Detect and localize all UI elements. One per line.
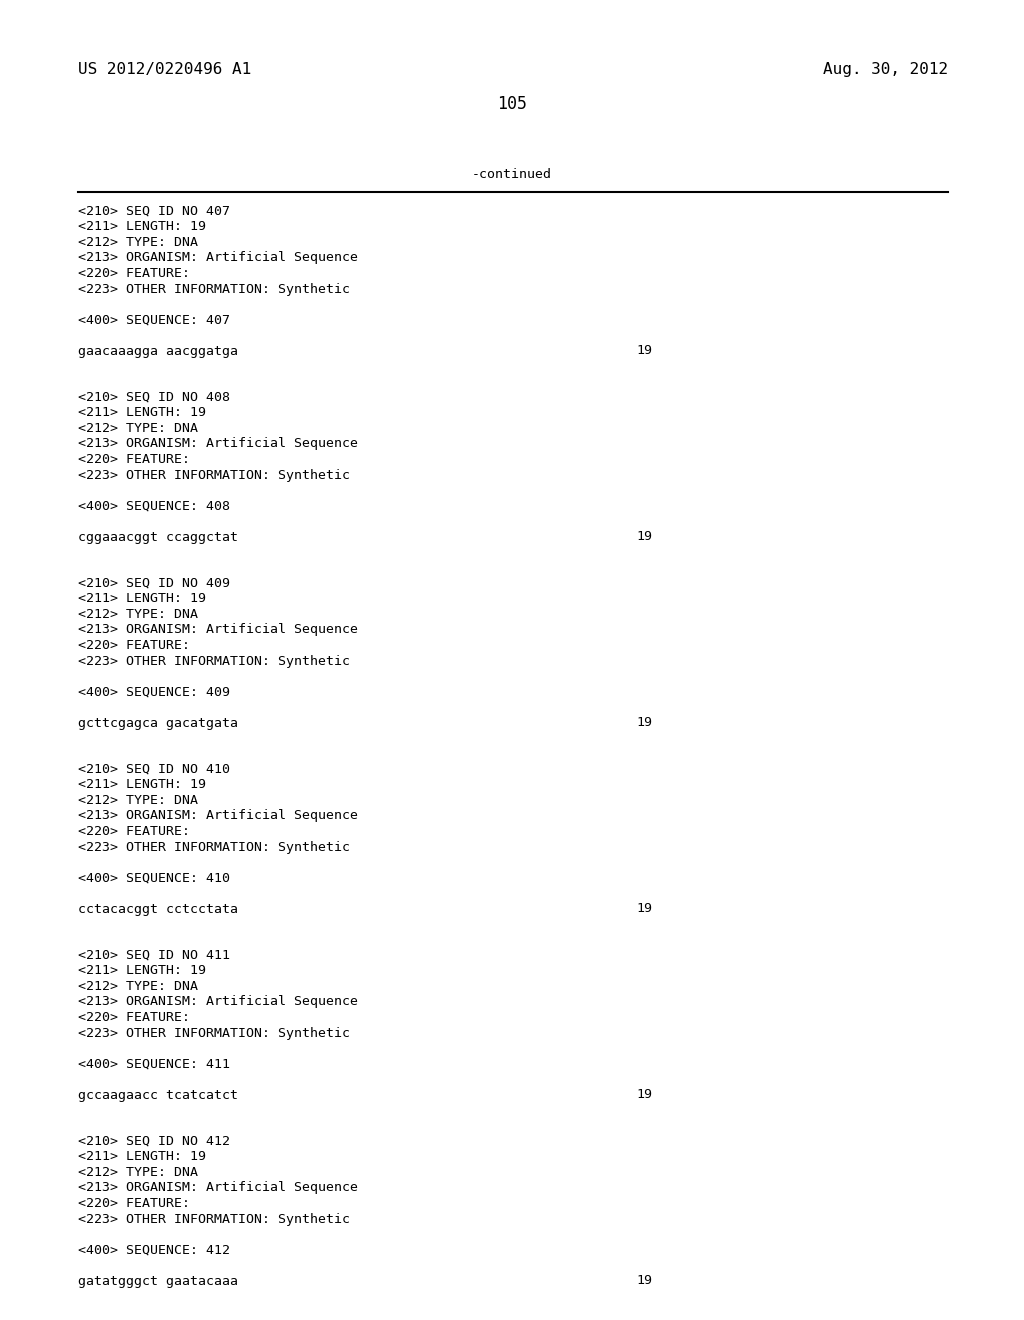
Text: <220> FEATURE:: <220> FEATURE: [78, 825, 190, 838]
Text: <213> ORGANISM: Artificial Sequence: <213> ORGANISM: Artificial Sequence [78, 809, 358, 822]
Text: <213> ORGANISM: Artificial Sequence: <213> ORGANISM: Artificial Sequence [78, 1181, 358, 1195]
Text: <212> TYPE: DNA: <212> TYPE: DNA [78, 236, 198, 249]
Text: <211> LENGTH: 19: <211> LENGTH: 19 [78, 593, 206, 606]
Text: US 2012/0220496 A1: US 2012/0220496 A1 [78, 62, 251, 77]
Text: gatatgggct gaatacaaa: gatatgggct gaatacaaa [78, 1275, 238, 1287]
Text: <212> TYPE: DNA: <212> TYPE: DNA [78, 979, 198, 993]
Text: <210> SEQ ID NO 412: <210> SEQ ID NO 412 [78, 1135, 230, 1148]
Text: <220> FEATURE:: <220> FEATURE: [78, 1197, 190, 1210]
Text: gcttcgagca gacatgata: gcttcgagca gacatgata [78, 717, 238, 730]
Text: 19: 19 [636, 345, 652, 358]
Text: <220> FEATURE:: <220> FEATURE: [78, 1011, 190, 1024]
Text: <212> TYPE: DNA: <212> TYPE: DNA [78, 609, 198, 620]
Text: <210> SEQ ID NO 407: <210> SEQ ID NO 407 [78, 205, 230, 218]
Text: Aug. 30, 2012: Aug. 30, 2012 [823, 62, 948, 77]
Text: 19: 19 [636, 903, 652, 916]
Text: <210> SEQ ID NO 411: <210> SEQ ID NO 411 [78, 949, 230, 962]
Text: <213> ORGANISM: Artificial Sequence: <213> ORGANISM: Artificial Sequence [78, 437, 358, 450]
Text: <220> FEATURE:: <220> FEATURE: [78, 453, 190, 466]
Text: cggaaacggt ccaggctat: cggaaacggt ccaggctat [78, 531, 238, 544]
Text: <223> OTHER INFORMATION: Synthetic: <223> OTHER INFORMATION: Synthetic [78, 655, 350, 668]
Text: <213> ORGANISM: Artificial Sequence: <213> ORGANISM: Artificial Sequence [78, 252, 358, 264]
Text: <212> TYPE: DNA: <212> TYPE: DNA [78, 1166, 198, 1179]
Text: <212> TYPE: DNA: <212> TYPE: DNA [78, 422, 198, 436]
Text: <223> OTHER INFORMATION: Synthetic: <223> OTHER INFORMATION: Synthetic [78, 282, 350, 296]
Text: <400> SEQUENCE: 409: <400> SEQUENCE: 409 [78, 685, 230, 698]
Text: <211> LENGTH: 19: <211> LENGTH: 19 [78, 965, 206, 978]
Text: <210> SEQ ID NO 408: <210> SEQ ID NO 408 [78, 391, 230, 404]
Text: <211> LENGTH: 19: <211> LENGTH: 19 [78, 1151, 206, 1163]
Text: <400> SEQUENCE: 408: <400> SEQUENCE: 408 [78, 499, 230, 512]
Text: <400> SEQUENCE: 412: <400> SEQUENCE: 412 [78, 1243, 230, 1257]
Text: <223> OTHER INFORMATION: Synthetic: <223> OTHER INFORMATION: Synthetic [78, 1027, 350, 1040]
Text: <210> SEQ ID NO 410: <210> SEQ ID NO 410 [78, 763, 230, 776]
Text: 19: 19 [636, 1275, 652, 1287]
Text: <223> OTHER INFORMATION: Synthetic: <223> OTHER INFORMATION: Synthetic [78, 469, 350, 482]
Text: <400> SEQUENCE: 407: <400> SEQUENCE: 407 [78, 314, 230, 326]
Text: <213> ORGANISM: Artificial Sequence: <213> ORGANISM: Artificial Sequence [78, 623, 358, 636]
Text: -continued: -continued [472, 168, 552, 181]
Text: 105: 105 [497, 95, 527, 114]
Text: 19: 19 [636, 531, 652, 544]
Text: <210> SEQ ID NO 409: <210> SEQ ID NO 409 [78, 577, 230, 590]
Text: 19: 19 [636, 717, 652, 730]
Text: <211> LENGTH: 19: <211> LENGTH: 19 [78, 779, 206, 792]
Text: <400> SEQUENCE: 411: <400> SEQUENCE: 411 [78, 1057, 230, 1071]
Text: <220> FEATURE:: <220> FEATURE: [78, 639, 190, 652]
Text: <223> OTHER INFORMATION: Synthetic: <223> OTHER INFORMATION: Synthetic [78, 1213, 350, 1225]
Text: <220> FEATURE:: <220> FEATURE: [78, 267, 190, 280]
Text: <212> TYPE: DNA: <212> TYPE: DNA [78, 795, 198, 807]
Text: 19: 19 [636, 1089, 652, 1101]
Text: <400> SEQUENCE: 410: <400> SEQUENCE: 410 [78, 871, 230, 884]
Text: <211> LENGTH: 19: <211> LENGTH: 19 [78, 220, 206, 234]
Text: <211> LENGTH: 19: <211> LENGTH: 19 [78, 407, 206, 420]
Text: gaacaaagga aacggatga: gaacaaagga aacggatga [78, 345, 238, 358]
Text: cctacacggt cctcctata: cctacacggt cctcctata [78, 903, 238, 916]
Text: <223> OTHER INFORMATION: Synthetic: <223> OTHER INFORMATION: Synthetic [78, 841, 350, 854]
Text: <213> ORGANISM: Artificial Sequence: <213> ORGANISM: Artificial Sequence [78, 995, 358, 1008]
Text: gccaagaacc tcatcatct: gccaagaacc tcatcatct [78, 1089, 238, 1101]
